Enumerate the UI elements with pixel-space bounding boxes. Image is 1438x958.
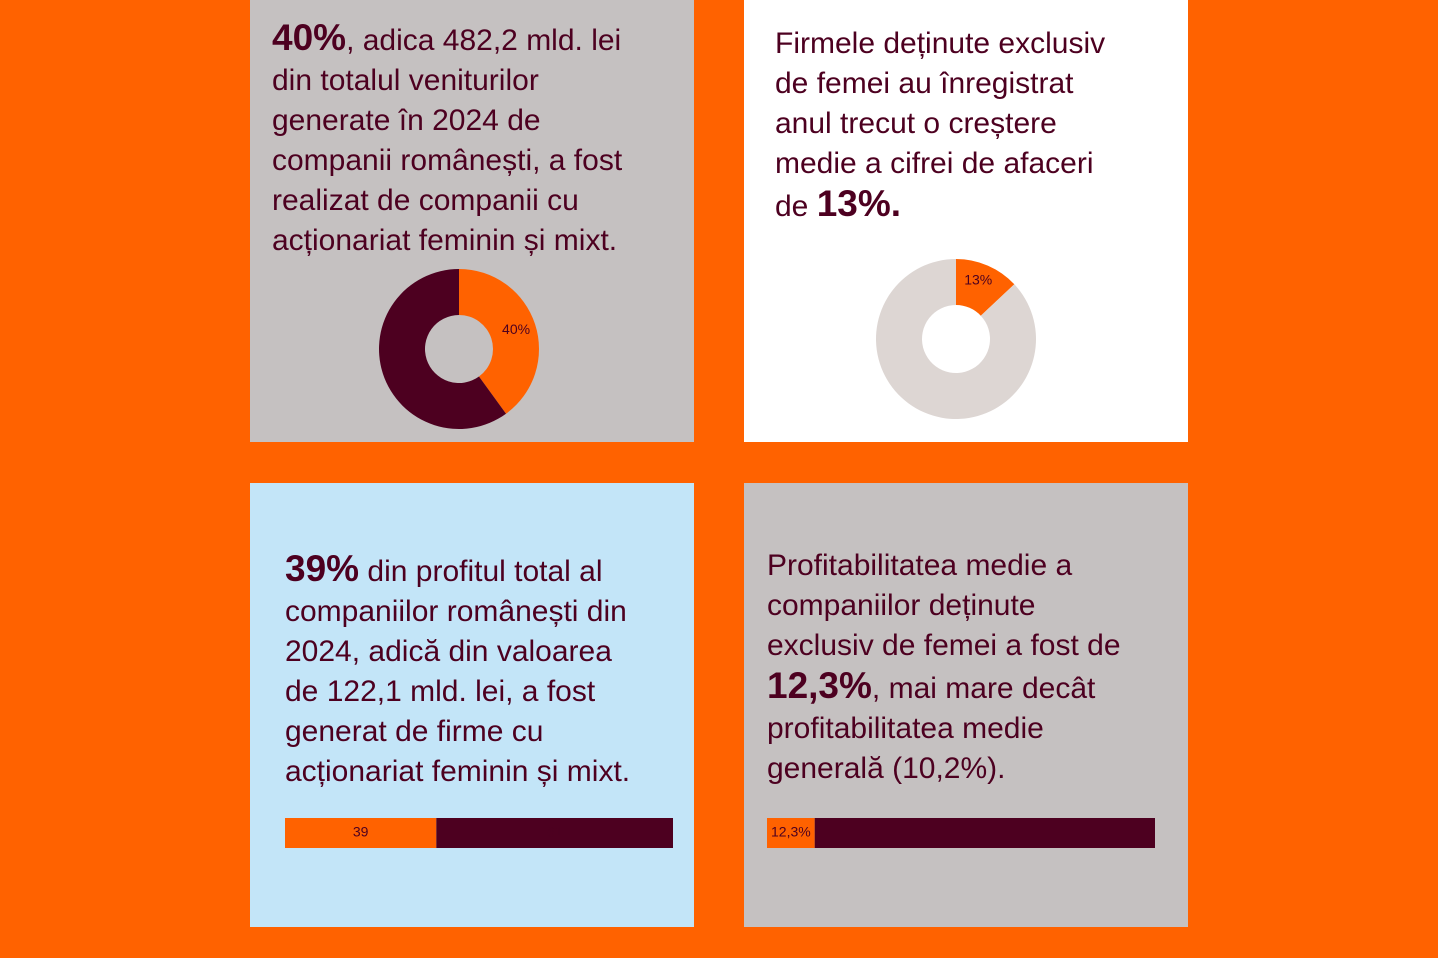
text-line: Firmele deținute exclusiv [775, 24, 1105, 64]
text: companiilor românești din [285, 595, 627, 628]
text-line: generate în 2024 de [272, 101, 622, 141]
text: de [775, 190, 817, 223]
panel: 39% din profitul total al companiilor rom… [250, 483, 694, 927]
text: companii românești, a fost [272, 144, 623, 177]
text: anul trecut o creștere [775, 107, 1057, 140]
text-line: 40%, adica 482,2 mld. lei [272, 18, 622, 61]
text-line: medie a cifrei de afaceri [775, 144, 1105, 184]
data-label: 13% [964, 271, 992, 287]
chart: 39 61 [285, 818, 673, 848]
text: de 122,1 mld. lei, a fost [285, 675, 596, 708]
text-line: companiilor deținute [767, 586, 1121, 626]
text: generate în 2024 de [272, 104, 541, 137]
text-line: de femei au înregistrat [775, 64, 1105, 104]
text: Firmele deținute exclusiv [775, 27, 1106, 60]
bar-segment [767, 818, 815, 848]
bar-segment [285, 818, 437, 848]
text-line: 12,3%, mai mare decât [767, 666, 1121, 709]
text: din profitul total al [359, 555, 603, 588]
panel: Profitabilitatea medie a companiilor deți… [744, 483, 1188, 927]
bar-segment [436, 818, 673, 848]
text: companiilor deținute [767, 589, 1036, 622]
text: profitabilitatea medie [767, 712, 1044, 745]
text: realizat de companii cu [272, 184, 579, 217]
text: 2024, adică din valoarea [285, 635, 612, 668]
bar-segment [814, 818, 1155, 848]
data-label: 12,3% [771, 824, 811, 840]
panel: Firmele deținute exclusiv de femei au înr… [744, 0, 1188, 442]
text-line: profitabilitatea medie [767, 709, 1121, 749]
text-line: de 13%. [775, 184, 1105, 227]
data-label: 40% [502, 321, 530, 337]
text: , mai mare decât [871, 672, 1096, 705]
donut-segment [459, 269, 540, 414]
text-line: de 122,1 mld. lei, a fost [285, 672, 630, 712]
text: de femei au înregistrat [775, 67, 1074, 100]
text: Profitabilitatea medie a [767, 549, 1073, 582]
highlight: 39% [285, 548, 360, 589]
text-line: companiilor românești din [285, 592, 630, 632]
chart: 12,3% [767, 818, 1155, 848]
highlight: 13%. [816, 183, 902, 224]
text-line: companii românești, a fost [272, 141, 622, 181]
chart: 13% [876, 259, 1036, 420]
text: acționariat feminin și mixt. [285, 755, 631, 788]
text-line: generat de firme cu [285, 712, 630, 752]
text: medie a cifrei de afaceri [775, 147, 1094, 180]
highlight: 12,3% [767, 665, 872, 706]
text: generală (10,2%). [767, 752, 1006, 785]
text-line: exclusiv de femei a fost de [767, 626, 1121, 666]
text-line: Profitabilitatea medie a [767, 546, 1121, 586]
text: exclusiv de femei a fost de [767, 629, 1121, 662]
donut-segment [379, 269, 507, 429]
text-line: acționariat feminin și mixt. [272, 221, 622, 261]
chart: 40% [379, 269, 540, 429]
panel: 40%, adica 482,2 mld. lei din totalul ven… [250, 0, 694, 442]
text: generat de firme cu [285, 715, 544, 748]
text-line: din totalul veniturilor [272, 61, 622, 101]
data-label: 61 [547, 824, 563, 840]
text-line: generală (10,2%). [767, 749, 1121, 789]
text-line: anul trecut o creștere [775, 104, 1105, 144]
text-line: 2024, adică din valoarea [285, 632, 630, 672]
text: acționariat feminin și mixt. [272, 224, 618, 257]
text-line: realizat de companii cu [272, 181, 622, 221]
text-line: 39% din profitul total al [285, 549, 630, 592]
text-line: acționariat feminin și mixt. [285, 752, 630, 792]
highlight: 40% [272, 17, 347, 58]
donut-segment [876, 259, 1036, 420]
text: , adica 482,2 mld. lei [346, 24, 622, 57]
text: din totalul veniturilor [272, 64, 539, 97]
donut-segment [956, 259, 1015, 316]
data-label: 39 [353, 824, 369, 840]
